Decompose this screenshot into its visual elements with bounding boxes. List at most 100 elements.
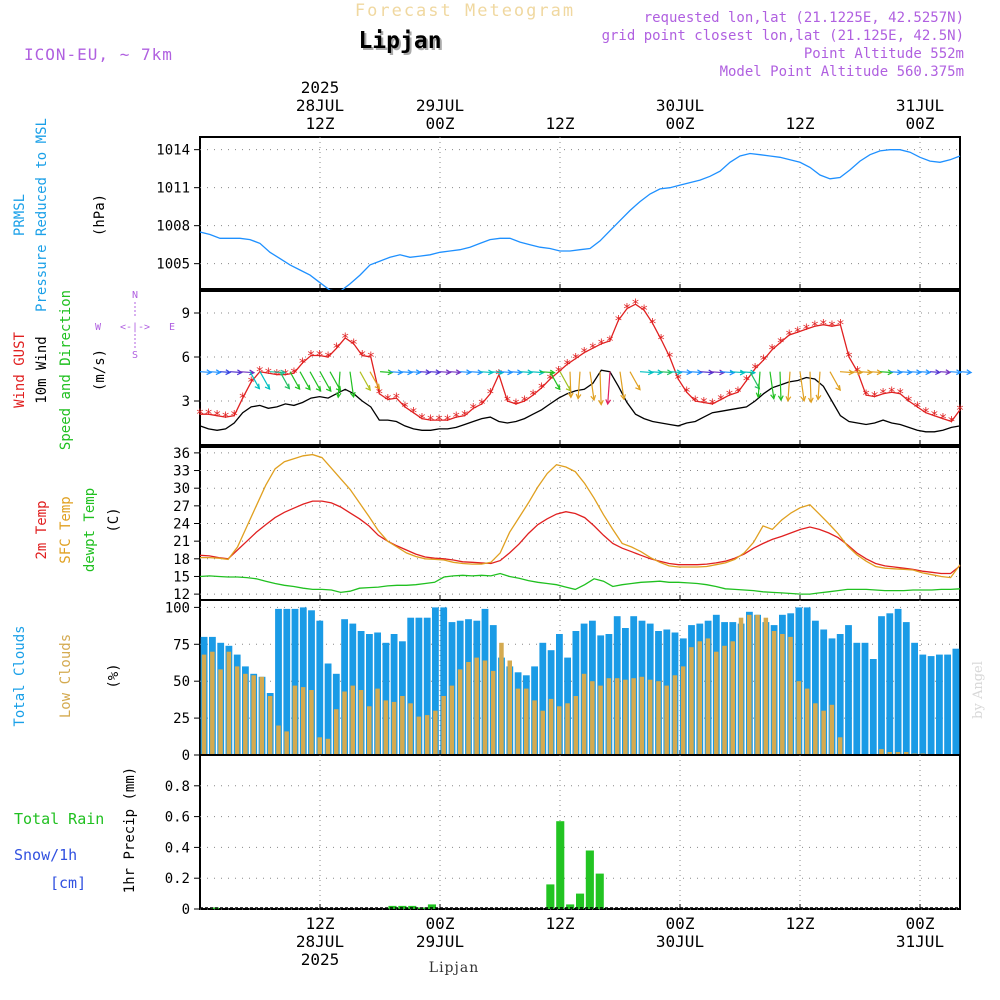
clouds-bar-1 — [722, 645, 727, 755]
time-tick-label: 12Z — [786, 914, 815, 933]
gust-marker: * — [384, 393, 392, 409]
wind-arrow — [269, 371, 285, 374]
clouds-bar-0 — [407, 617, 415, 755]
clouds-bar-1 — [788, 636, 793, 755]
wind-arrow-head — [538, 369, 545, 376]
precip-bar-0 — [427, 904, 436, 909]
gust-marker: * — [281, 368, 289, 384]
clouds-bar-1 — [581, 673, 587, 755]
compass-w: W — [95, 322, 102, 333]
wind-arrow-head — [215, 369, 222, 376]
temperature-ytick-label: 12 — [173, 587, 190, 603]
wind-arrow — [689, 371, 702, 374]
wind-arrow-head — [916, 369, 923, 376]
clouds-bar-1 — [895, 752, 901, 755]
gust-marker: * — [759, 353, 767, 369]
wind-arrow — [719, 371, 735, 374]
temperature-series-1 — [200, 453, 961, 579]
clouds-bar-1 — [590, 681, 595, 755]
precip-bar-0 — [546, 884, 555, 909]
wind-arrow-head — [719, 369, 726, 376]
clouds-bar-1 — [267, 696, 273, 755]
gust-marker: * — [700, 395, 708, 411]
clouds-bar-1 — [747, 614, 752, 755]
gust-marker: * — [887, 385, 895, 401]
precip-labels: 1hr Precip (mm) Total Rain Snow/1h [cm] — [14, 767, 138, 893]
wind-arrow — [499, 371, 513, 374]
footer-location: Lipjan — [429, 960, 479, 976]
clouds-bar-0 — [415, 617, 423, 755]
clouds-bar-0 — [812, 620, 819, 755]
wind-arrow-head — [597, 399, 604, 406]
gust-marker: * — [939, 412, 947, 428]
wind-arrow-head — [876, 369, 883, 376]
wind-label-1: Wind GUST — [12, 332, 28, 408]
clouds-bar-1 — [623, 679, 628, 755]
gust-marker: * — [349, 337, 357, 353]
wind-arrow-head — [755, 392, 762, 399]
wind-arrow — [659, 371, 672, 374]
clouds-bar-1 — [342, 691, 347, 755]
clouds-ytick-label: 100 — [165, 600, 190, 616]
wind-arrow — [879, 371, 893, 374]
wind-arrow-head — [254, 383, 261, 390]
wind-arrow-head — [325, 386, 332, 393]
grid-point-coords: grid point closest lon,lat (21.125E, 42.… — [602, 28, 964, 44]
clouds-bar-1 — [763, 617, 769, 755]
pressure-label-1: PRMSL — [12, 194, 28, 236]
clouds-bar-0 — [820, 629, 828, 755]
wind-arrow — [299, 371, 311, 391]
wind-arrow — [469, 371, 483, 374]
gust-marker: * — [691, 394, 699, 410]
wind-arrow — [949, 371, 961, 374]
clouds-bar-1 — [887, 752, 892, 755]
clouds-bar-1 — [837, 737, 843, 755]
clouds-bar-1 — [201, 654, 207, 755]
gust-marker: * — [537, 381, 545, 397]
wind-arrow — [449, 371, 461, 374]
gust-marker: * — [648, 316, 656, 332]
wind-arrow-head — [815, 394, 822, 401]
wind-arrow-head — [315, 385, 322, 392]
wind-arrow — [799, 371, 805, 401]
clouds-bar-1 — [647, 679, 653, 755]
gust-marker: * — [435, 413, 443, 429]
gust-marker: * — [461, 409, 469, 425]
gust-marker: * — [913, 400, 921, 416]
temperature-ytick-label: 36 — [173, 446, 190, 462]
clouds-bar-1 — [474, 657, 479, 755]
wind-arrow — [889, 371, 902, 374]
clouds-bar-0 — [869, 659, 877, 755]
gust-marker: * — [375, 387, 383, 403]
wind-arrow-head — [657, 369, 664, 376]
wind-arrow-head — [807, 397, 814, 404]
temperature-ytick-label: 27 — [173, 499, 190, 515]
clouds-bar-0 — [390, 634, 398, 755]
wind-arrow-head — [397, 369, 404, 376]
gust-marker: * — [879, 387, 887, 403]
clouds-bar-1 — [334, 709, 339, 755]
wind-arrow — [569, 371, 572, 398]
wind-arrow-head — [415, 369, 422, 376]
time-tick-label: 12Z — [306, 914, 335, 933]
clouds-bar-1 — [771, 631, 777, 755]
wind-arrow-head — [590, 395, 597, 402]
clouds-bar-1 — [614, 678, 620, 755]
pressure-ytick-label: 1005 — [156, 257, 190, 273]
clouds-bar-1 — [243, 673, 248, 755]
clouds-bar-1 — [226, 651, 232, 755]
wind-arrow-head — [887, 369, 894, 376]
gust-marker: * — [486, 387, 494, 403]
clouds-bar-1 — [507, 660, 512, 755]
wind-arrow-head — [206, 369, 213, 376]
clouds-bar-1 — [796, 681, 802, 755]
clouds-bar-1 — [284, 731, 289, 755]
wind-arrow-head — [785, 396, 792, 403]
clouds-bar-1 — [449, 685, 455, 755]
clouds-ytick-label: 75 — [173, 637, 190, 653]
wind-arrow-head — [676, 369, 683, 376]
gust-marker: * — [503, 394, 511, 410]
wind-arrow — [709, 371, 724, 374]
wind-arrow — [769, 371, 775, 399]
